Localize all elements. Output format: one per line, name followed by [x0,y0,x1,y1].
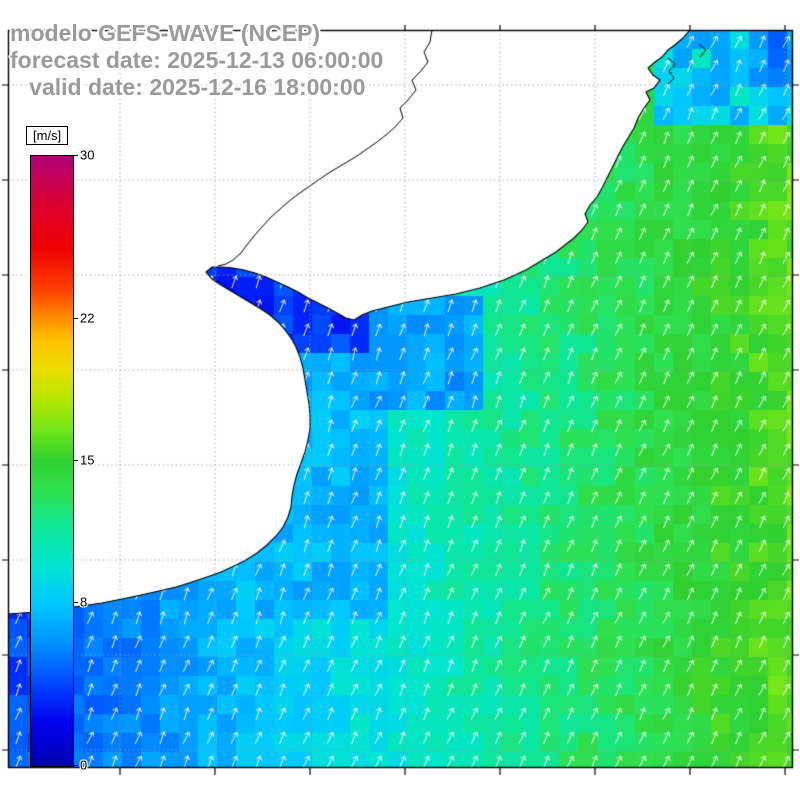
colorbar-tick-label: 30 [80,147,95,163]
colorbar-tick-label: 0 [80,757,88,773]
model-title: modelo GEFS-WAVE (NCEP) [10,20,321,46]
colorbar-tick-mark [73,602,78,604]
colorbar-tick-mark [73,765,78,766]
colorbar [30,155,74,767]
header-block: modelo GEFS-WAVE (NCEP) forecast date: 2… [10,20,383,101]
forecast-date-label: forecast date: 2025-12-13 06:00:00 [10,47,384,73]
colorbar-tick-label: 8 [80,594,88,610]
colorbar-tick-label: 22 [80,310,95,326]
colorbar-tick-label: 15 [80,452,95,468]
colorbar-tick-mark [73,155,78,156]
colorbar-units-label: [m/s] [26,126,69,145]
valid-date-label: valid date: 2025-12-16 18:00:00 [10,74,366,100]
colorbar-tick-mark [73,317,78,319]
colorbar-tick-mark [73,460,78,461]
